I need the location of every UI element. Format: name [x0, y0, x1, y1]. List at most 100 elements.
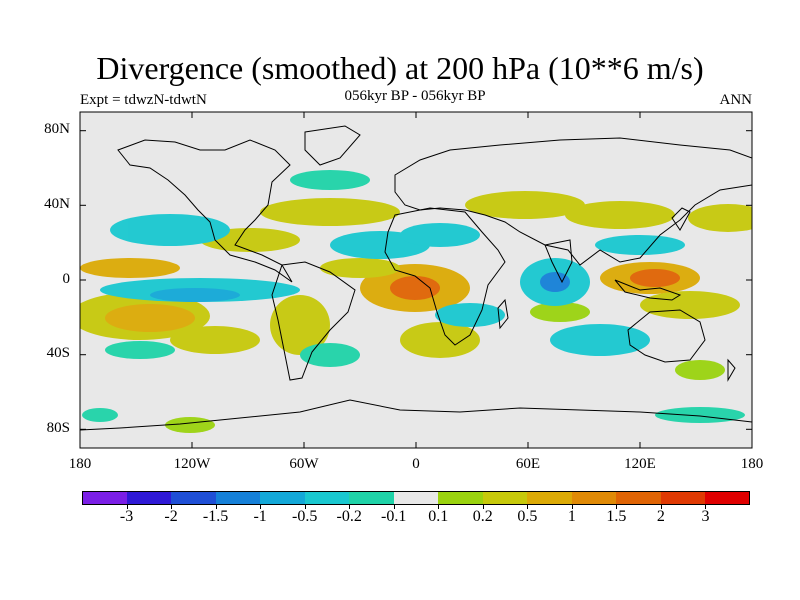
colorbar-label: -1 [253, 508, 267, 525]
colorbar-tick [438, 505, 440, 509]
field-blob [400, 223, 480, 247]
coast-south-america [271, 261, 356, 381]
field-blob [270, 295, 330, 355]
lon-label-0: 0 [412, 456, 420, 472]
field-blob [290, 170, 370, 190]
colorbar-tick [705, 505, 707, 509]
colorbar-tick [527, 505, 529, 509]
colorbar-swatch [705, 491, 751, 505]
colorbar-swatch [82, 491, 128, 505]
colorbar-swatch [215, 491, 261, 505]
colorbar-label: -0.2 [336, 508, 362, 525]
colorbar-swatch [616, 491, 662, 505]
colorbar-swatch [126, 491, 172, 505]
colorbar-tick [349, 505, 351, 509]
coast-australia [627, 309, 706, 363]
colorbar-swatch [260, 491, 306, 505]
field-blob [550, 324, 650, 356]
field-blob [170, 326, 260, 354]
lat-ticks [80, 130, 752, 430]
field-blob [320, 258, 400, 278]
field-blob [675, 360, 725, 380]
colorbar-label: 0.5 [517, 508, 538, 525]
colorbar-label: -2 [164, 508, 178, 525]
field-blob [688, 204, 752, 232]
colorbar-swatch [349, 491, 395, 505]
experiment-label: Expt = tdwzN-tdwtN [80, 92, 207, 108]
season-label: ANN [719, 92, 753, 108]
colorbar-label: 1 [567, 508, 576, 525]
colorbar-label: 0.2 [472, 508, 493, 525]
field-blob [640, 291, 740, 319]
field-blob [300, 343, 360, 367]
colorbar-tick [482, 505, 484, 509]
field-blob [80, 258, 180, 278]
lat-label-80n: 80N [44, 121, 70, 137]
colorbar-swatch [304, 491, 350, 505]
colorbar-label: 1.5 [606, 508, 627, 525]
field-blob [165, 417, 215, 433]
lat-label-eq: 0 [62, 271, 71, 287]
coastlines [80, 125, 752, 431]
coast-japan [671, 207, 691, 231]
colorbar-tick [215, 505, 217, 509]
lon-label-180w: 180 [68, 456, 92, 472]
lat-label-40n: 40N [44, 196, 70, 212]
colorbar-tick [616, 505, 618, 509]
field-blob [82, 408, 118, 422]
coast-antarctica [80, 399, 752, 431]
colorbar-label: -0.5 [291, 508, 318, 525]
colorbar-swatch [438, 491, 484, 505]
coast-eurasia [394, 137, 752, 266]
coast-new-zealand [727, 358, 736, 382]
field-blob [630, 269, 680, 287]
lon-label-180e: 180 [740, 456, 764, 472]
lon-ticks [79, 112, 753, 448]
lon-label-120w: 120W [173, 456, 211, 472]
colorbar-swatch [660, 491, 706, 505]
colorbar-tick [126, 505, 128, 509]
colorbar-label: -3 [119, 508, 134, 525]
field-blob [540, 272, 570, 292]
colorbar-label: -1.5 [202, 508, 229, 525]
lat-label-80s: 80S [46, 420, 70, 436]
colorbar-label: 3 [701, 508, 710, 525]
colorbar-tick [393, 505, 395, 509]
colorbar-tick [171, 505, 173, 509]
lat-label-40s: 40S [46, 345, 70, 361]
lon-label-60e: 60E [515, 456, 541, 472]
colorbar-swatch [527, 491, 573, 505]
lon-label-120e: 120E [624, 456, 656, 472]
field-blob [260, 198, 400, 226]
coast-india [544, 239, 573, 284]
coast-africa [384, 207, 506, 346]
coast-madagascar [497, 298, 509, 330]
coast-north-america [117, 139, 293, 283]
colorbar-tick [304, 505, 306, 509]
colorbar-label: -0.1 [381, 508, 407, 525]
coast-greenland [304, 125, 361, 166]
field-blob [110, 214, 230, 246]
field-blob [390, 276, 440, 300]
field-blob [530, 302, 590, 322]
field-blob [435, 303, 505, 327]
colorbar-tick [571, 505, 573, 509]
colorbar-label: 0.1 [428, 508, 449, 525]
field-blob [105, 304, 195, 332]
period-label: 056kyr BP - 056kyr BP [344, 88, 486, 104]
field-blob [655, 407, 745, 423]
colorbar-tick [660, 505, 662, 509]
field-blob [150, 288, 240, 302]
map-title: Divergence (smoothed) at 200 hPa (10**6 … [96, 50, 704, 86]
field-blob [565, 201, 675, 229]
field-blob [595, 235, 685, 255]
divergence-field [80, 170, 752, 433]
colorbar-swatch [171, 491, 217, 505]
colorbar-swatch [482, 491, 528, 505]
field-blob [105, 341, 175, 359]
field-blob [400, 322, 480, 358]
colorbar-swatch [571, 491, 617, 505]
lon-label-60w: 60W [289, 456, 319, 472]
colorbar-tick [260, 505, 262, 509]
